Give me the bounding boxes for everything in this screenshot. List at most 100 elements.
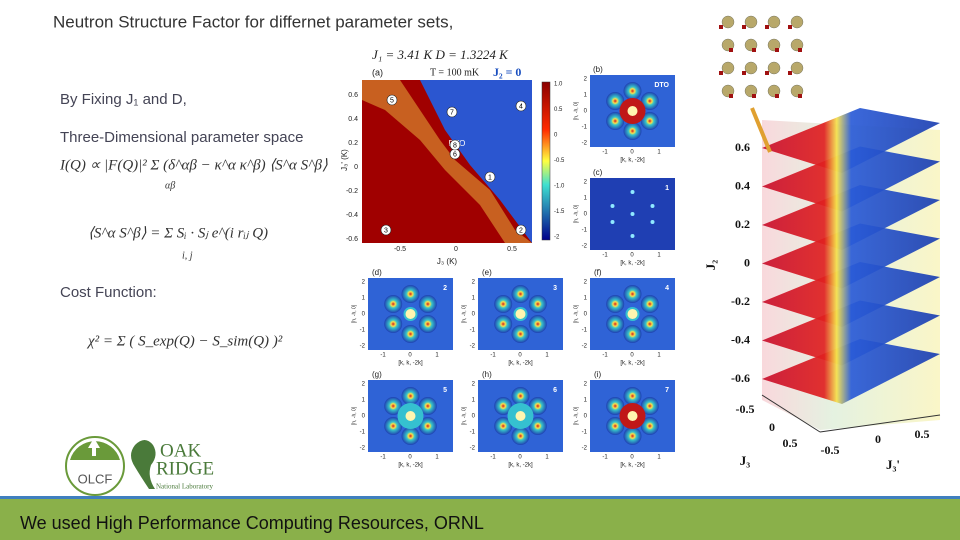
intensity-spot <box>606 417 625 435</box>
intensity-spot <box>511 285 530 303</box>
y-tick-label: 1 <box>472 296 476 302</box>
text-line: Cost Function: <box>60 284 157 301</box>
slice <box>762 339 940 404</box>
slice <box>762 262 940 327</box>
intensity-spot <box>640 295 659 313</box>
slice <box>762 223 940 289</box>
intensity-spot <box>418 315 437 333</box>
intensity-spot <box>630 234 635 238</box>
intensity-spot <box>627 309 638 319</box>
atom <box>788 25 792 29</box>
intensity-spot <box>623 387 642 405</box>
panel-label: (i) <box>594 370 601 379</box>
y-tick-label: -0.4 <box>346 212 358 219</box>
intensity-spot <box>418 295 437 313</box>
y-tick-label: 0.6 <box>348 92 358 99</box>
intensity-spot <box>401 325 420 343</box>
y-axis-label: J₃' (K) <box>340 149 349 171</box>
figure-params: J₁ = 3.41 K D = 1.3224 K <box>372 47 509 62</box>
y-tick-label: 1 <box>584 93 588 99</box>
panel-marker: 1 <box>665 185 669 192</box>
panel-label: (b) <box>593 65 603 74</box>
marker-label: 4 <box>519 103 523 110</box>
molecule-illustration <box>719 15 804 98</box>
y-tick-label: 0 <box>354 164 358 171</box>
x-tick-label: 0.5 <box>783 436 798 450</box>
y-axis-label: [h, -h, 0] <box>573 406 579 425</box>
intensity-spot <box>606 92 625 110</box>
slice <box>762 108 940 173</box>
y-tick-label: 1 <box>584 398 588 404</box>
colorbar-tick-label: 0.5 <box>554 107 563 113</box>
intensity-spot <box>511 325 530 343</box>
panel-marker: 6 <box>553 387 557 394</box>
intensity-spot <box>528 315 547 333</box>
x-tick-label: -0.5 <box>736 402 755 416</box>
intensity-spot <box>606 315 625 333</box>
atom <box>744 15 758 29</box>
intensity-spot <box>528 295 547 313</box>
intensity-spot <box>627 411 638 421</box>
intensity-spot <box>640 397 659 415</box>
colorbar-tick-label: -0.5 <box>554 158 565 164</box>
marker-label: 6 <box>453 151 457 158</box>
intensity-spot <box>528 397 547 415</box>
x-tick-label: 0 <box>454 246 458 253</box>
intensity-spot <box>511 387 530 405</box>
intensity-spot <box>401 387 420 405</box>
x-tick-label: 0 <box>769 420 775 434</box>
y-tick-label: -1 <box>582 430 588 436</box>
logo-text: RIDGE <box>156 458 214 479</box>
formula: χ² = Σ ( S_exp(Q) − S_sim(Q) )² <box>86 333 283 349</box>
y-tick-label: -1 <box>582 125 588 131</box>
atom <box>775 94 779 98</box>
y-tick-label: -0.2 <box>346 188 358 195</box>
x-axis-label: [k, k, -2k] <box>398 463 423 469</box>
panel-label: (g) <box>372 370 382 379</box>
x-tick-label: 0 <box>630 455 634 461</box>
z-tick-label: 0.2 <box>735 217 750 231</box>
intensity-spot <box>630 190 635 194</box>
atom <box>719 25 723 29</box>
intensity-spot <box>623 427 642 445</box>
intensity-spot <box>405 309 416 319</box>
intensity-spot <box>610 220 615 224</box>
y-tick-label: 0 <box>584 312 588 318</box>
intensity-spot <box>494 417 513 435</box>
x-axis-label: [k, k, -2k] <box>508 361 533 367</box>
marker <box>484 171 496 183</box>
colorbar-tick-label: -1.5 <box>554 209 565 215</box>
y-axis-label: [h, -h, 0] <box>461 304 467 323</box>
y-tick-label: 0 <box>584 109 588 115</box>
intensity-spot <box>401 427 420 445</box>
y-axis-label: [h, -h, 0] <box>461 406 467 425</box>
panel-label: (c) <box>593 168 603 177</box>
intensity-spot <box>384 417 403 435</box>
panel-marker: 7 <box>665 387 669 394</box>
atom <box>742 71 746 75</box>
intensity-spot <box>606 397 625 415</box>
formula-sub: αβ <box>165 180 175 191</box>
y-tick-label: 2 <box>584 77 588 83</box>
ornl-logo: OAK RIDGE National Laboratory <box>131 440 214 491</box>
atom <box>729 94 733 98</box>
y-tick-label: 2 <box>362 280 366 286</box>
y-tick-label: 0.4 <box>348 116 358 123</box>
y-tick-label: -2 <box>582 244 588 250</box>
atom <box>742 25 746 29</box>
intensity-spot <box>384 397 403 415</box>
x-tick-label: -1 <box>602 353 608 359</box>
y-tick-label: -2 <box>360 446 366 452</box>
y-tick-label: -1 <box>360 328 366 334</box>
intensity-spot <box>640 417 659 435</box>
y-tick-label: 1 <box>584 196 588 202</box>
y-tick-label: 0 <box>362 414 366 420</box>
footer-bar <box>0 499 960 540</box>
y-tick-label: 1 <box>472 398 476 404</box>
panel-marker: 4 <box>665 285 669 292</box>
figure-j2: J₂ = 0 <box>493 65 521 79</box>
intensity-spot <box>494 397 513 415</box>
panel-label: (f) <box>594 268 602 277</box>
y-axis-label: [h, -h, 0] <box>351 304 357 323</box>
